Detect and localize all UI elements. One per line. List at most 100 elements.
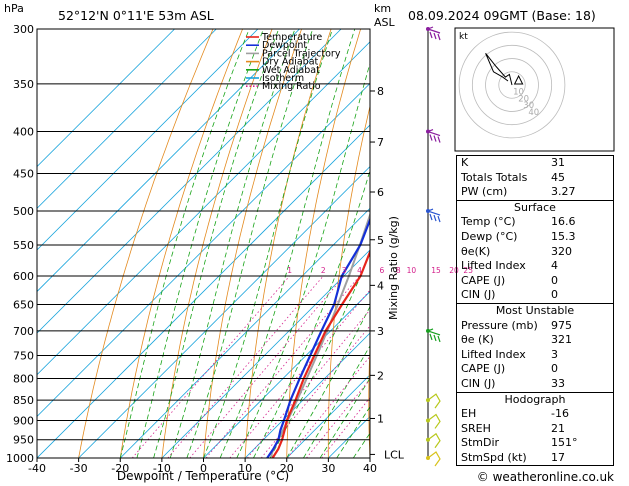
hodograph-ring-label: 20	[518, 95, 529, 105]
hpa-axis-unit: hPa	[4, 2, 24, 15]
k-value: 31	[551, 156, 565, 169]
dry-adiabat-line	[368, 338, 370, 458]
wind-barb-dot	[426, 456, 430, 460]
surface-box: Surface Temp (°C) 16.6 Dewp (°C) 15.3 θe(K…	[456, 200, 614, 304]
pressure-tick-label: 400	[13, 126, 34, 139]
wind-barb	[426, 26, 441, 41]
x-tick-label: 10	[238, 462, 252, 475]
hodograph-unit: kt	[459, 32, 468, 42]
surface-cin-value: 0	[551, 288, 558, 302]
isotherm-line	[37, 82, 370, 417]
isotherm-line	[161, 249, 370, 458]
wet-adiabat-line	[269, 252, 370, 458]
mixing-ratio-value: 15	[431, 266, 441, 275]
wet-adiabat-line	[169, 29, 296, 458]
wind-barb-shaft	[427, 393, 441, 409]
legend-label: Parcel Trajectory	[262, 48, 341, 59]
pressure-tick-label: 900	[13, 415, 34, 428]
km-tick-label: 8	[377, 85, 384, 98]
mu-title: Most Unstable	[495, 303, 575, 317]
x-tick-label: -40	[28, 462, 46, 475]
legend-label: Dewpoint	[262, 40, 307, 51]
surface-li-label: Lifted Index	[461, 259, 526, 273]
surface-temp-label: Temp (°C)	[461, 215, 516, 229]
surface-temp-value: 16.6	[551, 215, 576, 229]
mu-pressure-value: 975	[551, 318, 572, 332]
wind-barb-shaft	[427, 451, 441, 467]
surface-dewp-label: Dewp (°C)	[461, 229, 518, 243]
mixing-ratio-line	[167, 275, 324, 458]
mixing-ratio-value: 8	[396, 266, 401, 275]
mu-cin-label: CIN (J)	[461, 376, 496, 390]
surface-thetae-value: 320	[551, 244, 572, 258]
pressure-tick-label: 800	[13, 373, 34, 386]
mu-thetae-label: θe (K)	[461, 333, 494, 347]
wind-barb-dot	[426, 437, 430, 442]
mixing-ratio-line	[131, 275, 290, 458]
mixing-ratio-line	[205, 275, 360, 458]
isotherm-line	[37, 124, 370, 458]
dry-adiabat-line	[408, 29, 449, 458]
station-location: 52°12'N 0°11'E 53m ASL	[58, 8, 214, 23]
mixing-ratio-value: 20	[449, 266, 459, 275]
pressure-tick-label: 650	[13, 299, 34, 312]
isotherm-line	[37, 29, 259, 251]
isotherm-line	[203, 290, 370, 458]
dry-adiabat-line	[620, 29, 629, 458]
wet-adiabat-line	[319, 377, 370, 458]
sreh-value: 21	[551, 421, 565, 435]
wet-adiabat-line	[303, 345, 370, 458]
wet-adiabat-line	[286, 305, 370, 458]
dry-adiabat-line	[78, 29, 214, 458]
wind-barb-dot	[426, 209, 430, 214]
isotherm-line	[37, 29, 300, 293]
isotherm-line	[286, 374, 370, 458]
stmspd-value: 17	[551, 450, 565, 464]
wind-barb-dot	[426, 328, 430, 333]
wet-adiabat-line	[119, 29, 250, 458]
surface-cape-label: CAPE (J)	[461, 273, 506, 287]
pressure-tick-label: 1000	[6, 452, 34, 465]
isotherm-line	[37, 29, 217, 209]
km-tick-label: 1	[377, 412, 384, 425]
pressure-tick-label: 750	[13, 350, 34, 363]
axes: 3003504004505005506006507007508008509009…	[6, 23, 377, 475]
wet-adiabat-line	[136, 29, 264, 458]
wind-barb	[426, 451, 441, 467]
wind-barb-dot	[426, 27, 430, 31]
isotherm-line	[37, 41, 370, 376]
mu-thetae-value: 321	[551, 333, 572, 347]
mu-cape-label: CAPE (J)	[461, 362, 506, 376]
wet-adiabat-line	[153, 29, 280, 458]
pw-value: 3.27	[551, 185, 576, 199]
wind-profile	[426, 26, 441, 467]
hodograph-ring	[471, 44, 553, 126]
km-tick-label: 5	[377, 234, 384, 247]
surface-title: Surface	[514, 200, 556, 214]
mixing-ratio-labels: 1 2 3 4 6 8 10 15 20 25	[287, 266, 473, 275]
sreh-label: SREH	[461, 421, 491, 435]
surface-cin-label: CIN (J)	[461, 288, 496, 302]
x-tick-label: 30	[321, 462, 335, 475]
x-tick-label: -20	[111, 462, 129, 475]
storm-motion-marker	[513, 74, 524, 85]
mu-li-value: 3	[551, 347, 558, 361]
hodograph-table: Hodograph EH -16 SREH 21 StmDir 151° StmSpd…	[456, 392, 614, 467]
legend-label: Isotherm	[262, 73, 304, 84]
wind-barb-shaft	[427, 432, 441, 449]
dewpoint-line	[266, 216, 370, 458]
pressure-tick-label: 500	[13, 205, 34, 218]
mixing-ratio-line	[246, 309, 370, 458]
pressure-tick-label: 550	[13, 239, 34, 252]
legend-label: Dry Adiabat	[262, 57, 319, 68]
km-tick-label: 7	[377, 136, 384, 149]
mixing-ratio-value: 10	[407, 266, 417, 275]
surface-cape-value: 0	[551, 273, 558, 287]
k-label: K	[461, 156, 469, 169]
dry-adiabat-line	[203, 29, 302, 458]
x-tick-label: 20	[280, 462, 294, 475]
pressure-tick-label: 350	[13, 78, 34, 91]
mu-cin-value: 33	[551, 376, 565, 390]
mixing-ratio-value: 3	[342, 266, 347, 275]
